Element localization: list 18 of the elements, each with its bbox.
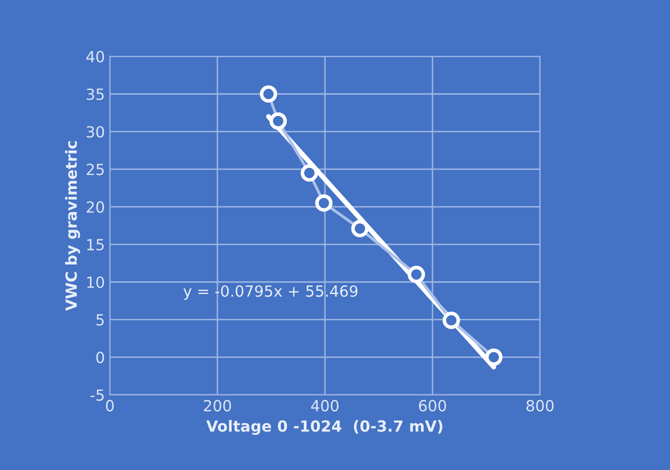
y-tick-label: 25 [86, 164, 104, 176]
y-axis-title: VWC by gravimetric [65, 141, 80, 311]
y-tick-label: 10 [87, 276, 104, 288]
y-tick-label: 20 [86, 201, 104, 213]
x-tick-label: 0 [106, 400, 114, 412]
y-tick-label: 5 [96, 314, 104, 326]
y-tick-label: 0 [96, 352, 104, 364]
x-axis-title: Voltage 0 -1024 (0-3.7 mV) [206, 420, 442, 435]
y-tick-label: 30 [86, 126, 104, 138]
y-tick-label: 35 [86, 88, 104, 100]
x-tick-label: 600 [418, 400, 446, 412]
y-tick-label: -5 [90, 389, 104, 401]
x-tick-label: 200 [204, 400, 231, 412]
annotation: y = -0.0795x + 55.469 [183, 285, 358, 300]
x-tick-label: 800 [526, 400, 554, 412]
y-tick-label: 40 [86, 50, 104, 62]
y-tick-label: 15 [87, 239, 104, 250]
x-tick-label: 400 [311, 400, 339, 412]
